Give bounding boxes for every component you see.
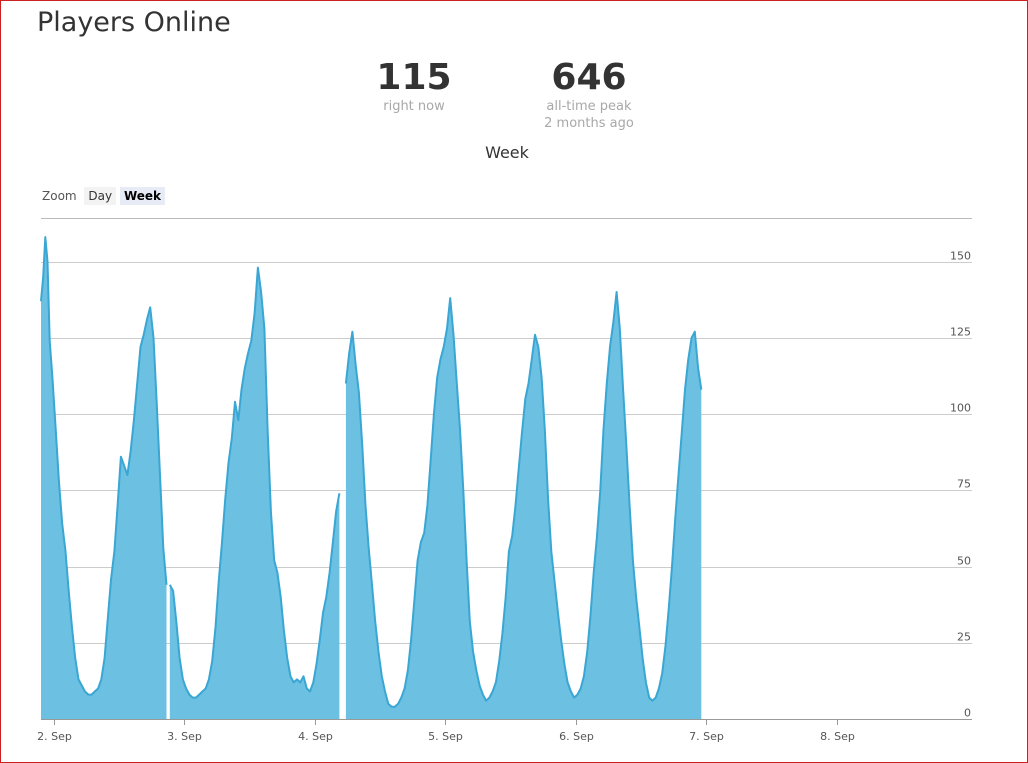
stat-peak-value: 646 [551, 57, 627, 98]
x-tick-label: 6. Sep [559, 730, 594, 743]
x-tick-label: 7. Sep [689, 730, 724, 743]
x-tick-label: 4. Sep [298, 730, 333, 743]
page-title: Players Online [37, 7, 231, 38]
stat-now-value: 115 [376, 57, 452, 98]
x-tick-label: 2. Sep [37, 730, 72, 743]
series-line-segment-1 [168, 266, 341, 699]
series-area-segment-1 [169, 267, 340, 719]
chart-title: Week [485, 143, 529, 162]
stat-peak-when: 2 months ago [544, 116, 634, 131]
stat-now: 115 right now [354, 58, 474, 115]
stat-now-label: right now [383, 99, 445, 114]
zoom-bar: Zoom Day Week [42, 187, 166, 205]
stat-peak-label: all-time peak [546, 99, 632, 114]
y-tick-label: 100 [950, 402, 971, 415]
series-areas [40, 236, 703, 719]
zoom-day-button[interactable]: Day [84, 187, 117, 205]
series-area-segment-0 [41, 237, 167, 719]
zoom-label: Zoom [42, 189, 77, 203]
y-tick-label: 50 [957, 555, 971, 568]
y-tick-label: 25 [957, 631, 971, 644]
y-tick-label: 125 [950, 326, 971, 339]
y-tick-label: 0 [964, 707, 971, 720]
series-line-segment-0 [40, 236, 168, 696]
x-tick-label: 5. Sep [428, 730, 463, 743]
x-tick-label: 3. Sep [167, 730, 202, 743]
series-line-segment-2 [344, 291, 703, 708]
x-tick-labels: 2. Sep 3. Sep 4. Sep 5. Sep 6. Sep 7. Sep 8. S… [37, 719, 855, 743]
stat-peak: 646 all-time peak 2 months ago [509, 58, 669, 132]
y-tick-label: 75 [957, 478, 971, 491]
series-area-segment-2 [345, 292, 702, 719]
x-tick-label: 8. Sep [820, 730, 855, 743]
y-tick-label: 150 [950, 250, 971, 263]
zoom-week-button[interactable]: Week [119, 187, 166, 205]
y-tick-labels: 0 25 50 75 100 125 150 [950, 250, 971, 720]
